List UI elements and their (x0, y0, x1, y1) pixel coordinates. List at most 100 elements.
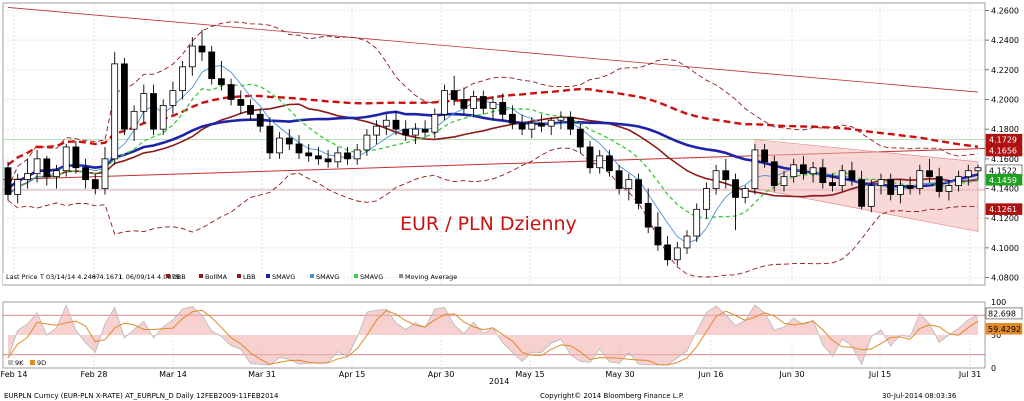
price-badge-label: 4.1261 (989, 205, 1017, 214)
candle-body (130, 110, 138, 130)
candle (596, 149, 604, 174)
candle (935, 167, 943, 198)
candle-body (926, 170, 933, 178)
candle-body (635, 179, 642, 204)
footer-right: 30-Jul-2014 08:03:36 (882, 392, 957, 400)
candle (499, 93, 507, 121)
candle-body (916, 170, 924, 189)
candle (974, 164, 982, 180)
oscillator-badge (985, 322, 1023, 335)
candle (722, 158, 730, 189)
oscillator-frame (2, 301, 986, 369)
candle (547, 117, 555, 136)
candle (256, 108, 264, 133)
candle (916, 164, 924, 195)
candle (72, 141, 80, 174)
oscillator-tick-label: 100 (991, 298, 1006, 307)
legend-item: Moving Average (405, 273, 457, 281)
candle-body (722, 170, 730, 181)
lower-bollinger-band (7, 147, 979, 278)
candle (576, 123, 584, 153)
candle (334, 146, 342, 168)
candle (848, 161, 856, 186)
y-tick-label: 4.1800 (991, 125, 1019, 134)
candle (402, 120, 410, 142)
axis-layer: Feb 14 Feb 28 Mar 14 Mar 31 Apr 15 Apr 30 May … (1, 6, 1023, 379)
candle (217, 60, 225, 91)
candle-body (809, 167, 817, 175)
candle (431, 108, 439, 139)
candle-body (305, 152, 313, 157)
candle (130, 105, 138, 142)
candle (567, 111, 575, 136)
legend-swatch (399, 274, 403, 278)
candle-body (508, 113, 516, 124)
candle (906, 176, 914, 195)
candle-body (576, 128, 584, 148)
candle-body (256, 113, 264, 127)
candle-body (227, 84, 235, 100)
legend-swatch (354, 274, 358, 278)
candle (23, 158, 31, 189)
candle-body (741, 188, 749, 198)
candle (82, 158, 90, 189)
legend-background (3, 273, 303, 284)
legend-item: SMAVG (272, 273, 295, 281)
candle-body (421, 128, 429, 133)
x-tick-label: Feb 14 (1, 370, 28, 379)
oscillator-legend-item: 9D (37, 359, 46, 367)
candle (887, 173, 895, 201)
candle (140, 84, 148, 124)
candle-body (266, 125, 274, 154)
candle-body (33, 158, 41, 175)
candle-body (896, 185, 904, 195)
candle (896, 179, 904, 204)
candle-body (596, 155, 604, 169)
candle-body (392, 119, 400, 130)
candle-body (101, 158, 109, 189)
legend-swatch (237, 274, 241, 278)
candle (373, 120, 381, 144)
candle-body (964, 170, 972, 178)
y-tick-label: 4.1200 (991, 214, 1019, 223)
candle-body (751, 149, 759, 189)
oscillator-legend-item: 9K (15, 359, 24, 367)
candle-body (790, 164, 798, 178)
candle (625, 173, 633, 201)
candle-body (402, 128, 410, 136)
x-tick-label: Apr 30 (428, 370, 455, 379)
candle-body (295, 143, 303, 154)
oscillator-badge (985, 307, 1023, 320)
candle (353, 144, 361, 165)
candle (111, 51, 119, 165)
candle-body (799, 164, 807, 175)
legend-swatch (266, 274, 270, 278)
candle (450, 75, 458, 106)
y-tick-label: 4.2000 (991, 95, 1019, 104)
legend-item: ⊥ 06/09/14 4.0879 (118, 273, 180, 281)
candle (421, 120, 429, 139)
candle (557, 111, 565, 130)
candle-body (489, 102, 497, 109)
candle-body (974, 167, 982, 172)
oscillator-tick-label: 0 (991, 364, 996, 373)
candle-body (819, 167, 827, 183)
candle-body (91, 179, 99, 189)
candle-body (683, 235, 691, 249)
candle-body (625, 179, 633, 189)
legend-item: + 4.1671 (92, 273, 122, 281)
candle-body (353, 149, 361, 160)
candle (867, 179, 875, 213)
candle-body (858, 179, 866, 207)
candle (460, 87, 468, 115)
candle-body (693, 208, 701, 237)
candle (159, 99, 167, 136)
price-badge-label: 4.1522 (989, 166, 1017, 175)
candle-body (518, 122, 526, 130)
x-tick-label: Jul 31 (958, 370, 981, 379)
candle (673, 241, 681, 266)
candle (664, 236, 672, 266)
candle-body (712, 170, 720, 189)
candle (615, 164, 623, 195)
candle (101, 146, 109, 195)
